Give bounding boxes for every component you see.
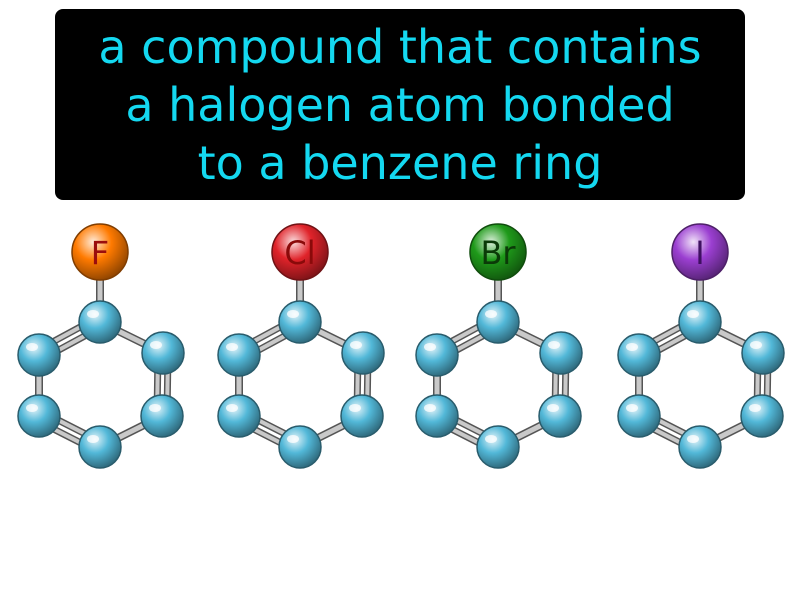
carbon-atom bbox=[740, 394, 784, 438]
halogen-symbol: Cl bbox=[284, 234, 315, 272]
carbon-atom bbox=[78, 300, 122, 344]
carbon-atom bbox=[340, 394, 384, 438]
carbon-atom bbox=[617, 333, 661, 377]
carbon-atom bbox=[17, 394, 61, 438]
halogen-atom-i bbox=[671, 223, 729, 281]
molecule-cl: Cl bbox=[217, 223, 385, 469]
molecule-f: F bbox=[17, 223, 185, 469]
carbon-atom bbox=[539, 331, 583, 375]
carbon-atom bbox=[415, 333, 459, 377]
carbon-atom bbox=[17, 333, 61, 377]
carbon-atom bbox=[141, 331, 185, 375]
carbon-atom bbox=[78, 425, 122, 469]
definition-line-1: a compound that contains bbox=[98, 19, 702, 74]
carbon-atom bbox=[476, 300, 520, 344]
carbon-atom bbox=[341, 331, 385, 375]
carbon-atom bbox=[678, 300, 722, 344]
carbon-atom bbox=[678, 425, 722, 469]
carbon-atom bbox=[617, 394, 661, 438]
molecule-i: I bbox=[617, 223, 785, 469]
carbon-atom bbox=[278, 425, 322, 469]
carbon-atom bbox=[476, 425, 520, 469]
definition-line-2: a halogen atom bonded bbox=[125, 77, 675, 132]
halogen-atom-cl bbox=[271, 223, 329, 281]
molecule-br: Br bbox=[415, 223, 583, 469]
carbon-atom bbox=[217, 394, 261, 438]
halogen-symbol: F bbox=[91, 234, 109, 272]
halogen-atom-f bbox=[71, 223, 129, 281]
carbon-atom bbox=[741, 331, 785, 375]
carbon-atom bbox=[538, 394, 582, 438]
halogen-symbol: I bbox=[695, 234, 704, 272]
carbon-atom bbox=[278, 300, 322, 344]
carbon-atom bbox=[140, 394, 184, 438]
definition-box: a compound that contains a halogen atom … bbox=[55, 9, 745, 200]
carbon-atom bbox=[217, 333, 261, 377]
halogen-atom-br bbox=[469, 223, 527, 281]
definition-line-3: to a benzene ring bbox=[197, 135, 603, 190]
carbon-atom bbox=[415, 394, 459, 438]
halogen-symbol: Br bbox=[480, 234, 516, 272]
